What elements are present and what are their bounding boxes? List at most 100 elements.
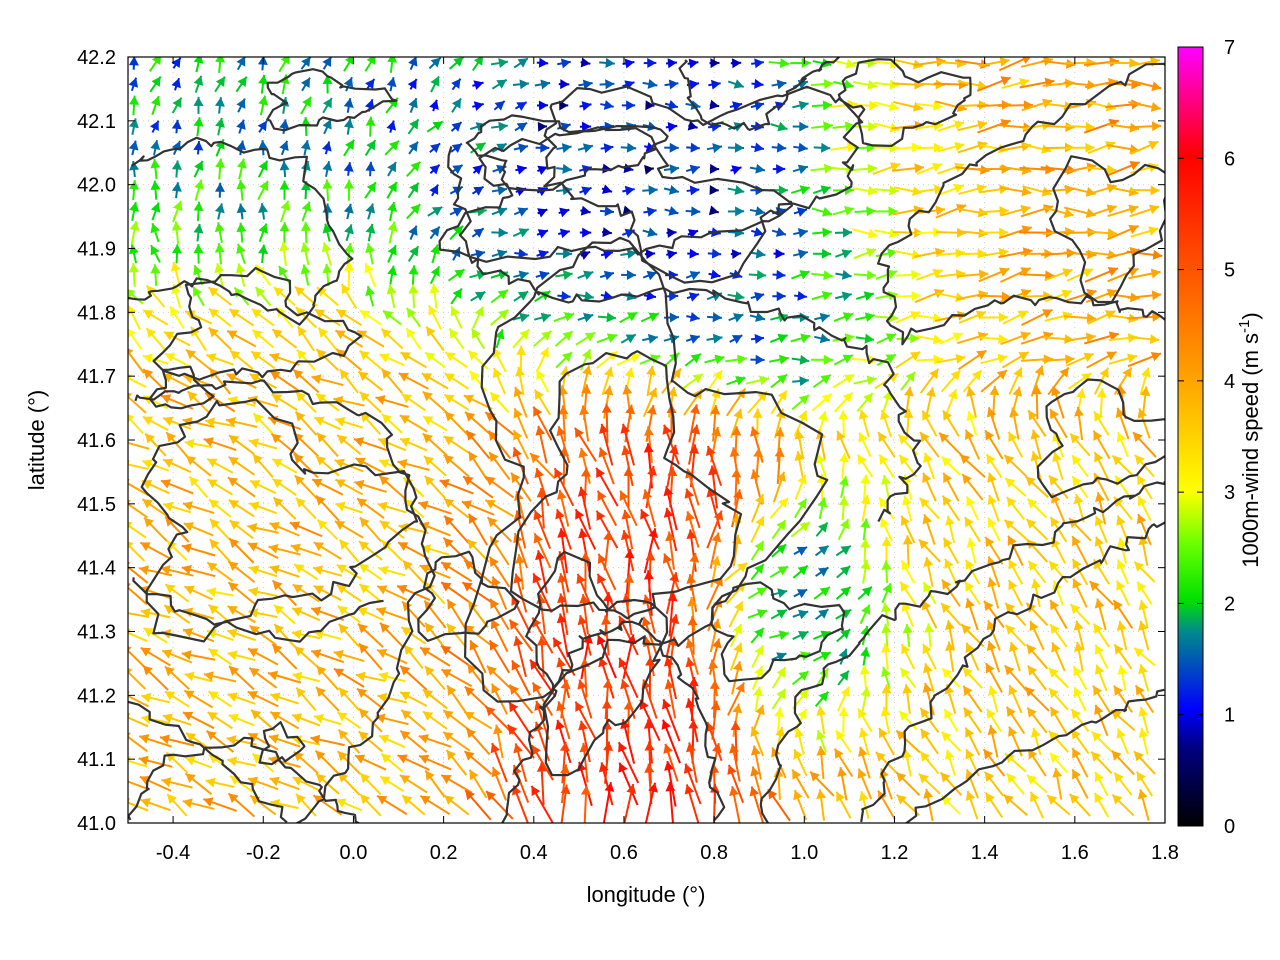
wind-arrow-head (128, 140, 139, 151)
wind-arrow-head (359, 708, 369, 719)
wind-arrow-head (387, 201, 398, 212)
wind-arrow-head (775, 227, 786, 237)
wind-arrow-head (172, 97, 182, 108)
wind-arrow-head (816, 746, 827, 756)
wind-arrow-head (1134, 647, 1145, 658)
wind-arrow-head (235, 263, 246, 274)
wind-arrow-head (498, 270, 509, 280)
wind-arrow-head (139, 734, 150, 744)
wind-arrow-head (289, 521, 301, 531)
wind-arrow-head (686, 529, 697, 540)
wind-arrow-head (377, 795, 388, 805)
wind-arrow-head (817, 497, 828, 508)
wind-arrow-head (624, 549, 635, 559)
wind-arrow-head (185, 773, 196, 783)
wind-arrow-head (513, 743, 523, 754)
wind-arrow-head (161, 777, 172, 787)
wind-arrow-head (408, 57, 418, 67)
wind-arrow-head (497, 289, 508, 300)
wind-arrow-head (230, 350, 241, 361)
wind-arrow-head (507, 724, 518, 735)
wind-arrow-head (272, 644, 283, 655)
wind-arrow-head (756, 609, 768, 619)
wind-arrow-head (1020, 267, 1031, 277)
wind-arrow-head (799, 522, 810, 532)
wind-arrow-head (1008, 579, 1018, 591)
wind-arrow-head (365, 78, 375, 90)
wind-arrow-head (1050, 706, 1060, 718)
wind-arrow-head (583, 270, 594, 280)
wind-arrow-head (143, 310, 154, 319)
wind-arrow-head (270, 711, 281, 721)
wind-arrow-shaft (128, 543, 146, 562)
wind-arrow-head (375, 395, 386, 405)
wind-arrow-head (425, 622, 435, 633)
wind-arrow-head (920, 751, 930, 762)
wind-arrow-head (257, 120, 267, 132)
wind-arrow-head (626, 784, 637, 794)
wind-arrow-head (1116, 559, 1126, 570)
wind-arrow-head (1042, 331, 1053, 341)
wind-arrow-head (227, 756, 238, 767)
wind-arrow-head (602, 163, 612, 174)
wind-arrow-head (274, 624, 285, 635)
wind-arrow-head (799, 185, 810, 195)
wind-arrow-head (1096, 388, 1107, 398)
wind-arrow-head (705, 445, 716, 457)
wind-arrow-head (279, 222, 290, 232)
wind-arrow-head (443, 710, 454, 720)
wind-arrow-head (598, 762, 609, 773)
y-tick-label: 41.4 (77, 558, 116, 580)
wind-arrow-head (818, 691, 829, 702)
wind-arrow-head (321, 242, 332, 253)
wind-arrow-head (292, 671, 303, 682)
wind-arrow-head (839, 519, 850, 530)
wind-arrow-head (343, 118, 354, 129)
wind-arrow-head (823, 354, 833, 365)
wind-arrow-head (513, 636, 524, 647)
wind-arrow-head (623, 163, 634, 174)
wind-arrow-head (816, 706, 827, 716)
wind-arrow-head (443, 436, 455, 446)
wind-arrow-head (879, 454, 889, 465)
wind-arrow-head (603, 270, 614, 281)
wind-arrow-head (406, 307, 417, 319)
wind-arrow-head (778, 498, 788, 509)
wind-arrow-head (560, 784, 571, 795)
wind-arrow-head (1113, 600, 1123, 611)
wind-arrow-head (537, 229, 548, 239)
wind-arrow-head (128, 244, 139, 255)
wind-arrow-head (388, 140, 399, 151)
wind-arrow-head (560, 764, 571, 774)
wind-arrow-head (1140, 386, 1151, 397)
wind-arrow-head (753, 227, 764, 237)
wind-arrow-head (208, 308, 220, 319)
wind-arrows (128, 57, 1163, 823)
wind-arrow-head (493, 724, 503, 735)
wind-arrow-head (365, 223, 376, 234)
wind-arrow-head (128, 414, 135, 423)
wind-arrow-head (184, 690, 195, 700)
wind-arrow-head (490, 598, 500, 610)
wind-arrow-head (755, 354, 765, 365)
wind-arrow-head (1137, 581, 1147, 592)
wind-arrow-head (858, 791, 869, 802)
wind-arrow-head (160, 565, 171, 575)
wind-arrow-head (689, 334, 700, 344)
wind-arrow-head (1133, 751, 1144, 762)
wind-arrow-head (755, 163, 766, 174)
wind-arrow-head (513, 408, 523, 419)
wind-arrow-head (475, 142, 486, 152)
wind-arrow-head (162, 713, 173, 724)
wind-arrow-head (227, 477, 239, 487)
wind-arrow-shaft (128, 415, 145, 435)
wind-arrow-head (193, 223, 204, 234)
wind-arrow-head (1030, 727, 1041, 738)
wind-arrow-head (519, 329, 530, 340)
wind-arrow-head (754, 291, 765, 302)
wind-arrow-head (517, 58, 528, 68)
wind-arrow-head (279, 161, 290, 171)
wind-arrow-head (228, 435, 240, 445)
wind-arrow-head (290, 543, 301, 554)
wind-arrow-head (776, 164, 786, 175)
